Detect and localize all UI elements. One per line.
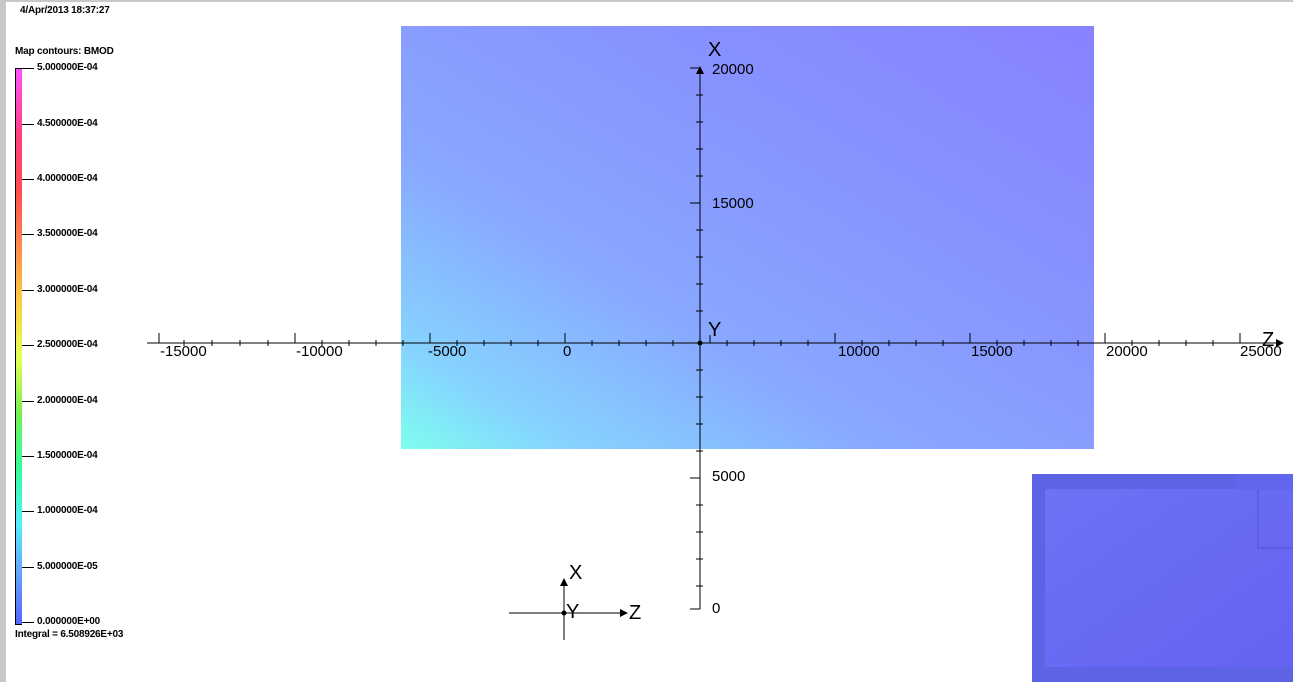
legend-tick (22, 179, 34, 180)
z-axis-major-ticks (158, 333, 1241, 343)
legend-label: 3.000000E-04 (37, 284, 98, 295)
x-axis-minor-ticks (696, 94, 703, 587)
legend-label: 0.000000E+00 (37, 616, 100, 627)
z-tick-label: 15000 (971, 343, 1013, 360)
x-tick-label: 5000 (712, 468, 745, 485)
z-tick-label: -5000 (428, 343, 466, 360)
timestamp: 4/Apr/2013 18:37:27 (20, 5, 110, 16)
legend-label: 3.500000E-04 (37, 228, 98, 239)
z-tick-label: 25000 (1240, 343, 1282, 360)
legend-label: 5.000000E-05 (37, 561, 98, 572)
legend-tick (22, 456, 34, 457)
z-tick-label: 20000 (1106, 343, 1148, 360)
orientation-triad (509, 578, 628, 640)
x-tick-label: 15000 (712, 195, 754, 212)
legend-tick (22, 124, 34, 125)
window-left-border (0, 0, 6, 682)
legend-tick (22, 622, 34, 623)
y-axis-letter: Y (708, 319, 721, 341)
x-axis-major-ticks (690, 67, 700, 610)
z-tick-label: -15000 (160, 343, 207, 360)
legend-label: 1.000000E-04 (37, 505, 98, 516)
legend-tick (22, 345, 34, 346)
legend-label: 4.500000E-04 (37, 118, 98, 129)
z-tick-label: 0 (563, 343, 571, 360)
legend-tick (22, 290, 34, 291)
legend-tick (22, 567, 34, 568)
legend-label: 4.000000E-04 (37, 173, 98, 184)
z-tick-label: -10000 (296, 343, 343, 360)
inset-panel-inner (1045, 489, 1293, 667)
triad-y-label: Y (566, 601, 579, 623)
x-tick-label: 20000 (712, 61, 754, 78)
z-tick-label: 10000 (838, 343, 880, 360)
legend-tick (22, 234, 34, 235)
window-top-border (0, 0, 1293, 2)
legend-tick (22, 68, 34, 69)
legend-label: 5.000000E-04 (37, 62, 98, 73)
triad-z-label: Z (629, 602, 641, 624)
legend-label: 2.500000E-04 (37, 339, 98, 350)
color-scale-bar (15, 68, 22, 625)
legend-tick (22, 401, 34, 402)
z-axis (147, 333, 1284, 347)
x-tick-label: 0 (712, 600, 720, 617)
legend-label: 2.000000E-04 (37, 395, 98, 406)
triad-x-label: X (569, 562, 582, 584)
contour-field (401, 26, 1094, 449)
origin-point (697, 340, 703, 346)
legend-title: Map contours: BMOD (15, 46, 114, 57)
inset-panel-notch (1236, 474, 1293, 490)
z-axis-letter: Z (1262, 329, 1274, 351)
legend-tick (22, 511, 34, 512)
legend-label: 1.500000E-04 (37, 450, 98, 461)
x-axis-letter: X (708, 39, 721, 61)
inset-panel-line (1257, 490, 1293, 549)
integral-value: Integral = 6.508926E+03 (15, 629, 124, 640)
z-axis-minor-ticks (183, 340, 1214, 346)
